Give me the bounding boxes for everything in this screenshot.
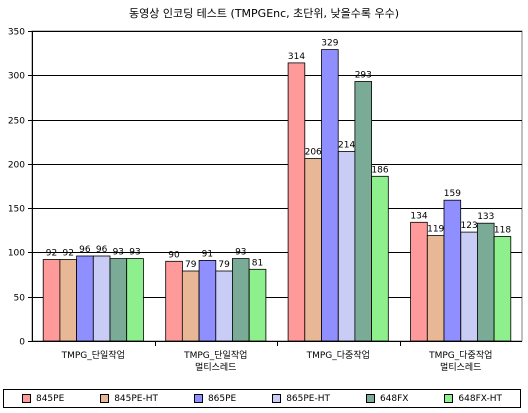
y-tick-label: 350	[8, 28, 25, 38]
bar-865pe-ht	[92, 255, 111, 342]
bar-845pe-ht	[181, 270, 200, 342]
legend-label: 648FX	[379, 393, 409, 404]
legend-item: 648FX	[365, 393, 409, 404]
legend-label: 865PE-HT	[286, 393, 330, 404]
legend-swatch	[444, 394, 454, 403]
data-label: 293	[355, 71, 372, 81]
bar-865pe-ht	[337, 151, 356, 342]
data-label: 90	[168, 250, 180, 260]
bar-648fx-ht	[126, 258, 144, 342]
data-label: 314	[288, 52, 305, 62]
legend-swatch	[21, 394, 31, 403]
data-label: 119	[427, 225, 444, 235]
legend-item: 648FX-HT	[444, 394, 502, 404]
x-tick-label: 멀티스레드	[195, 361, 236, 373]
bar-648fx	[109, 258, 128, 342]
bar-845pe	[410, 221, 428, 342]
data-label: 159	[444, 189, 461, 199]
chart-title: 동영상 인코딩 테스트 (TMPGEnc, 초단위, 낮을수록 우수)	[129, 7, 399, 20]
data-label: 93	[129, 248, 140, 258]
bar-648fx	[231, 258, 250, 342]
legend-label: 865PE	[207, 393, 237, 404]
bar-865pe-ht	[215, 270, 233, 342]
legend-item: 845PE-HT	[100, 394, 158, 404]
legend-item: 845PE	[21, 393, 65, 404]
bar-845pe-ht	[59, 259, 78, 342]
legend-item: 865PE-HT	[272, 394, 330, 404]
data-label: 93	[113, 248, 124, 258]
data-label: 79	[185, 260, 197, 270]
legend-swatch	[365, 394, 375, 403]
bar-648fx-ht	[248, 268, 267, 342]
bar-865pe	[76, 255, 94, 342]
bar-865pe	[198, 259, 217, 342]
legend-item: 865PE	[193, 393, 237, 404]
legend-label: 845PE	[35, 393, 65, 404]
bar-845pe-ht	[426, 235, 445, 342]
data-label: 206	[305, 148, 322, 158]
bar-648fx	[354, 81, 372, 342]
y-tick-label: 250	[8, 117, 25, 127]
y-tick-label: 100	[8, 249, 25, 259]
bar-648fx	[476, 222, 495, 342]
legend-label: 845PE-HT	[114, 393, 159, 404]
bar-845pe-ht	[304, 158, 322, 342]
bar-865pe-ht	[460, 231, 478, 342]
x-tick-label: TMPG_단일작업	[61, 350, 125, 361]
data-label: 186	[371, 165, 388, 175]
data-label: 214	[338, 141, 355, 151]
data-label: 91	[202, 249, 213, 259]
y-tick-label: 50	[14, 294, 26, 304]
x-tick-label: 멀티스레드	[440, 361, 481, 373]
bar-845pe	[165, 260, 183, 342]
bar-648fx-ht	[493, 236, 512, 342]
x-tick-label: TMPG_다중작업	[306, 350, 370, 361]
y-tick-label: 150	[8, 205, 25, 215]
y-tick-label: 0	[19, 338, 25, 348]
data-label: 118	[494, 226, 511, 236]
bar-865pe	[321, 49, 339, 342]
x-tick-label: TMPG_다중작업	[428, 350, 492, 361]
chart-legend: 845PE 845PE-HT 865PE 865PE-HT 648FX 648FX-HT	[3, 389, 521, 408]
data-label: 81	[252, 258, 263, 268]
x-tick-label: TMPG_단일작업	[183, 350, 247, 361]
legend-swatch	[100, 394, 110, 403]
y-tick-label: 200	[8, 161, 25, 171]
legend-swatch	[193, 394, 203, 403]
data-label: 134	[410, 211, 427, 221]
data-label: 96	[96, 245, 108, 255]
data-label: 329	[321, 39, 338, 49]
bar-845pe	[287, 62, 306, 342]
data-label: 92	[46, 249, 57, 259]
data-label: 93	[235, 248, 246, 258]
bar-648fx-ht	[371, 175, 389, 342]
data-label: 92	[62, 249, 73, 259]
y-tick-label: 300	[8, 72, 25, 82]
bar-865pe	[443, 199, 462, 342]
data-label: 96	[79, 245, 91, 255]
data-label: 133	[477, 212, 494, 222]
legend-label: 648FX-HT	[458, 393, 502, 404]
data-label: 123	[461, 221, 478, 231]
bar-845pe	[42, 259, 61, 342]
legend-swatch	[272, 394, 282, 403]
data-label: 79	[218, 260, 230, 270]
